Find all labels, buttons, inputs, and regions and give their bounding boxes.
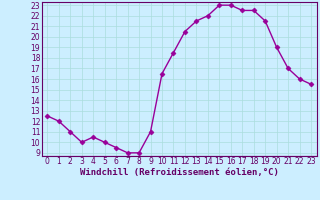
X-axis label: Windchill (Refroidissement éolien,°C): Windchill (Refroidissement éolien,°C)	[80, 168, 279, 177]
